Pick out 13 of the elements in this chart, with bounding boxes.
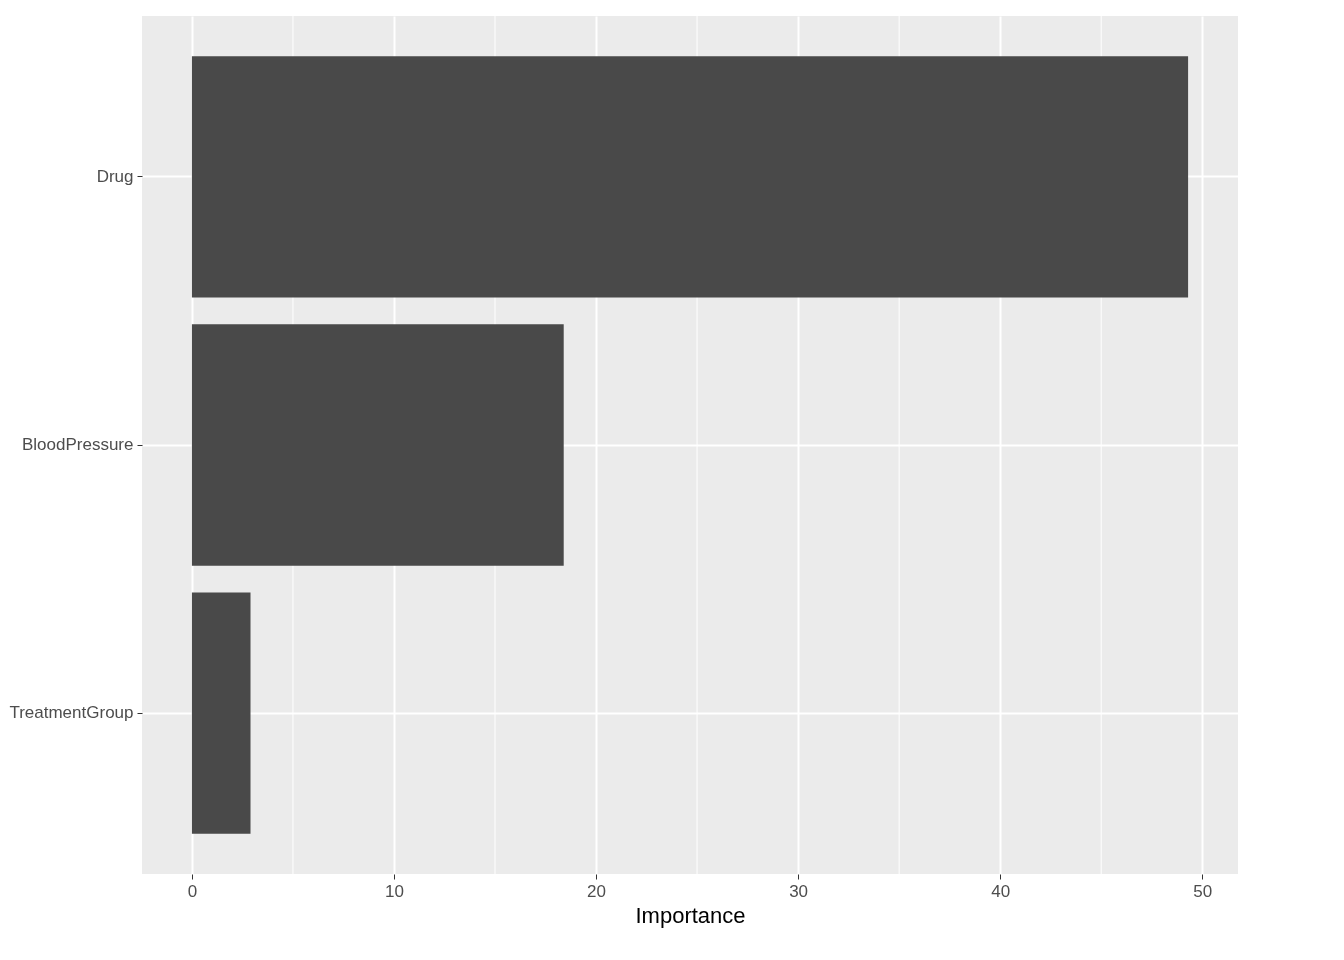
x-tick-label: 50 <box>1193 881 1213 901</box>
x-tick-label: 20 <box>587 881 606 901</box>
y-tick-label: TreatmentGroup <box>9 703 134 723</box>
bar <box>191 324 564 566</box>
x-tick-label: 40 <box>991 881 1011 901</box>
x-tick-label: 30 <box>789 881 809 901</box>
bar <box>191 592 251 834</box>
y-tick-label: Drug <box>96 166 134 186</box>
bar <box>191 56 1189 298</box>
x-tick-label: 10 <box>385 881 404 901</box>
y-tick-label: BloodPressure <box>21 435 134 454</box>
x-axis-title: Importance <box>635 902 746 928</box>
x-tick-label: 0 <box>187 881 198 901</box>
